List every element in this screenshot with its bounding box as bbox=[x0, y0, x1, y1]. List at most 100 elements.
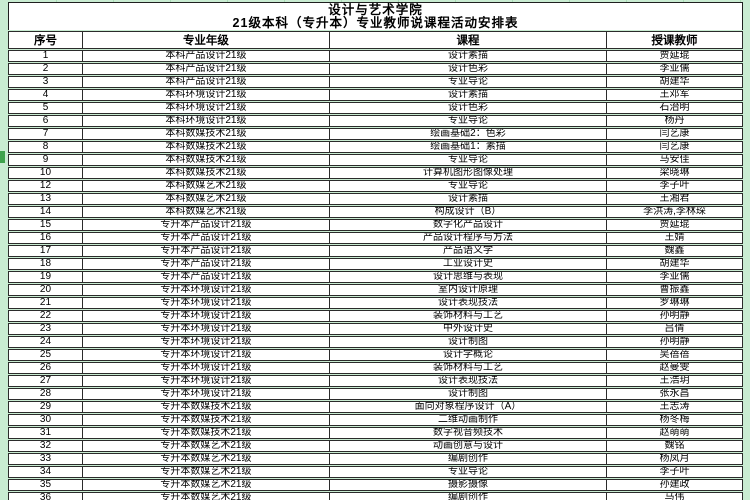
course-cell[interactable]: 设计思维与表现 bbox=[329, 271, 608, 283]
major-grade-cell[interactable]: 本科数媒技术21级 bbox=[82, 154, 330, 166]
teacher-cell[interactable]: 魏鑫 bbox=[607, 245, 743, 257]
teacher-cell[interactable]: 赵萌萌 bbox=[607, 427, 743, 439]
row-number-cell[interactable]: 28 bbox=[8, 388, 83, 400]
teacher-cell[interactable]: 李亚儒 bbox=[607, 271, 743, 283]
course-cell[interactable]: 专业导论 bbox=[329, 76, 608, 88]
teacher-cell[interactable]: 吴蓓蓓 bbox=[607, 349, 743, 361]
row-number-cell[interactable]: 24 bbox=[8, 336, 83, 348]
teacher-cell[interactable]: 贾延琨 bbox=[607, 219, 743, 231]
course-cell[interactable]: 数字视音频技术 bbox=[329, 427, 608, 439]
row-number-cell[interactable]: 5 bbox=[8, 102, 83, 114]
row-number-cell[interactable]: 26 bbox=[8, 362, 83, 374]
row-number-cell[interactable]: 30 bbox=[8, 414, 83, 426]
teacher-cell[interactable]: 王婧 bbox=[607, 232, 743, 244]
major-grade-cell[interactable]: 专升本环境设计21级 bbox=[82, 323, 330, 335]
row-number-cell[interactable]: 23 bbox=[8, 323, 83, 335]
teacher-cell[interactable]: 梁晓琳 bbox=[607, 167, 743, 179]
major-grade-cell[interactable]: 本科数媒技术21级 bbox=[82, 128, 330, 140]
major-grade-cell[interactable]: 专升本数媒技术21级 bbox=[82, 401, 330, 413]
course-cell[interactable]: 设计表现技法 bbox=[329, 375, 608, 387]
course-cell[interactable]: 设计学概论 bbox=[329, 349, 608, 361]
teacher-cell[interactable]: 罗琳琳 bbox=[607, 297, 743, 309]
teacher-cell[interactable]: 吕倩 bbox=[607, 323, 743, 335]
teacher-cell[interactable]: 李子叶 bbox=[607, 180, 743, 192]
course-cell[interactable]: 设计制图 bbox=[329, 336, 608, 348]
row-number-cell[interactable]: 36 bbox=[8, 492, 83, 500]
row-number-cell[interactable]: 17 bbox=[8, 245, 83, 257]
row-number-cell[interactable]: 12 bbox=[8, 180, 83, 192]
row-number-cell[interactable]: 18 bbox=[8, 258, 83, 270]
teacher-cell[interactable]: 王邓军 bbox=[607, 89, 743, 101]
course-cell[interactable]: 绘画基础2：色彩 bbox=[329, 128, 608, 140]
course-cell[interactable]: 专业导论 bbox=[329, 115, 608, 127]
teacher-cell[interactable]: 孙明静 bbox=[607, 336, 743, 348]
major-grade-cell[interactable]: 本科产品设计21级 bbox=[82, 63, 330, 75]
teacher-cell[interactable]: 杨凤月 bbox=[607, 453, 743, 465]
teacher-cell[interactable]: 王志涛 bbox=[607, 401, 743, 413]
course-cell[interactable]: 构成设计（B） bbox=[329, 206, 608, 218]
teacher-cell[interactable]: 胡建华 bbox=[607, 258, 743, 270]
major-grade-cell[interactable]: 专升本环境设计21级 bbox=[82, 336, 330, 348]
course-cell[interactable]: 室内设计原理 bbox=[329, 284, 608, 296]
major-grade-cell[interactable]: 本科数媒艺术21级 bbox=[82, 180, 330, 192]
teacher-cell[interactable]: 孙建政 bbox=[607, 479, 743, 491]
teacher-cell[interactable]: 胡建华 bbox=[607, 76, 743, 88]
major-grade-cell[interactable]: 专升本环境设计21级 bbox=[82, 297, 330, 309]
teacher-cell[interactable]: 马伟 bbox=[607, 492, 743, 500]
row-number-cell[interactable]: 2 bbox=[8, 63, 83, 75]
teacher-cell[interactable]: 杨丹 bbox=[607, 115, 743, 127]
major-grade-cell[interactable]: 专升本数媒技术21级 bbox=[82, 427, 330, 439]
teacher-cell[interactable]: 李洪涛,李林琛 bbox=[607, 206, 743, 218]
row-number-cell[interactable]: 3 bbox=[8, 76, 83, 88]
row-number-cell[interactable]: 31 bbox=[8, 427, 83, 439]
course-cell[interactable]: 摄影摄像 bbox=[329, 479, 608, 491]
row-number-cell[interactable]: 7 bbox=[8, 128, 83, 140]
row-number-cell[interactable]: 27 bbox=[8, 375, 83, 387]
course-cell[interactable]: 产品语义学 bbox=[329, 245, 608, 257]
major-grade-cell[interactable]: 专升本产品设计21级 bbox=[82, 219, 330, 231]
major-grade-cell[interactable]: 专升本环境设计21级 bbox=[82, 284, 330, 296]
major-grade-cell[interactable]: 专升本环境设计21级 bbox=[82, 362, 330, 374]
row-number-cell[interactable]: 22 bbox=[8, 310, 83, 322]
major-grade-cell[interactable]: 专升本产品设计21级 bbox=[82, 245, 330, 257]
row-number-cell[interactable]: 8 bbox=[8, 141, 83, 153]
header-row-number[interactable]: 序号 bbox=[8, 31, 83, 49]
course-cell[interactable]: 设计制图 bbox=[329, 388, 608, 400]
teacher-cell[interactable]: 王浩玥 bbox=[607, 375, 743, 387]
row-number-cell[interactable]: 29 bbox=[8, 401, 83, 413]
course-cell[interactable]: 产品设计程序与方法 bbox=[329, 232, 608, 244]
row-number-cell[interactable]: 33 bbox=[8, 453, 83, 465]
major-grade-cell[interactable]: 本科数媒技术21级 bbox=[82, 167, 330, 179]
header-course[interactable]: 课程 bbox=[329, 31, 608, 49]
row-number-cell[interactable]: 21 bbox=[8, 297, 83, 309]
course-cell[interactable]: 绘画基础1：素描 bbox=[329, 141, 608, 153]
row-number-cell[interactable]: 14 bbox=[8, 206, 83, 218]
major-grade-cell[interactable]: 本科环境设计21级 bbox=[82, 102, 330, 114]
course-cell[interactable]: 设计色彩 bbox=[329, 63, 608, 75]
row-number-cell[interactable]: 25 bbox=[8, 349, 83, 361]
course-cell[interactable]: 设计色彩 bbox=[329, 102, 608, 114]
course-cell[interactable]: 设计表现技法 bbox=[329, 297, 608, 309]
major-grade-cell[interactable]: 专升本产品设计21级 bbox=[82, 258, 330, 270]
course-cell[interactable]: 设计素描 bbox=[329, 193, 608, 205]
course-cell[interactable]: 数字化产品设计 bbox=[329, 219, 608, 231]
course-cell[interactable]: 装饰材料与工艺 bbox=[329, 310, 608, 322]
row-number-cell[interactable]: 9 bbox=[8, 154, 83, 166]
teacher-cell[interactable]: 闫艺康 bbox=[607, 128, 743, 140]
hidden-row-indicator[interactable] bbox=[0, 151, 5, 163]
course-cell[interactable]: 设计素描 bbox=[329, 89, 608, 101]
row-number-cell[interactable]: 35 bbox=[8, 479, 83, 491]
major-grade-cell[interactable]: 本科环境设计21级 bbox=[82, 89, 330, 101]
major-grade-cell[interactable]: 专升本数媒艺术21级 bbox=[82, 492, 330, 500]
major-grade-cell[interactable]: 专升本数媒艺术21级 bbox=[82, 479, 330, 491]
major-grade-cell[interactable]: 专升本数媒艺术21级 bbox=[82, 453, 330, 465]
teacher-cell[interactable]: 张永昌 bbox=[607, 388, 743, 400]
teacher-cell[interactable]: 闫艺康 bbox=[607, 141, 743, 153]
major-grade-cell[interactable]: 本科环境设计21级 bbox=[82, 115, 330, 127]
major-grade-cell[interactable]: 专升本产品设计21级 bbox=[82, 232, 330, 244]
row-number-cell[interactable]: 4 bbox=[8, 89, 83, 101]
course-cell[interactable]: 动画创意与设计 bbox=[329, 440, 608, 452]
course-cell[interactable]: 专业导论 bbox=[329, 180, 608, 192]
row-number-cell[interactable]: 15 bbox=[8, 219, 83, 231]
course-cell[interactable]: 编剧创作 bbox=[329, 492, 608, 500]
